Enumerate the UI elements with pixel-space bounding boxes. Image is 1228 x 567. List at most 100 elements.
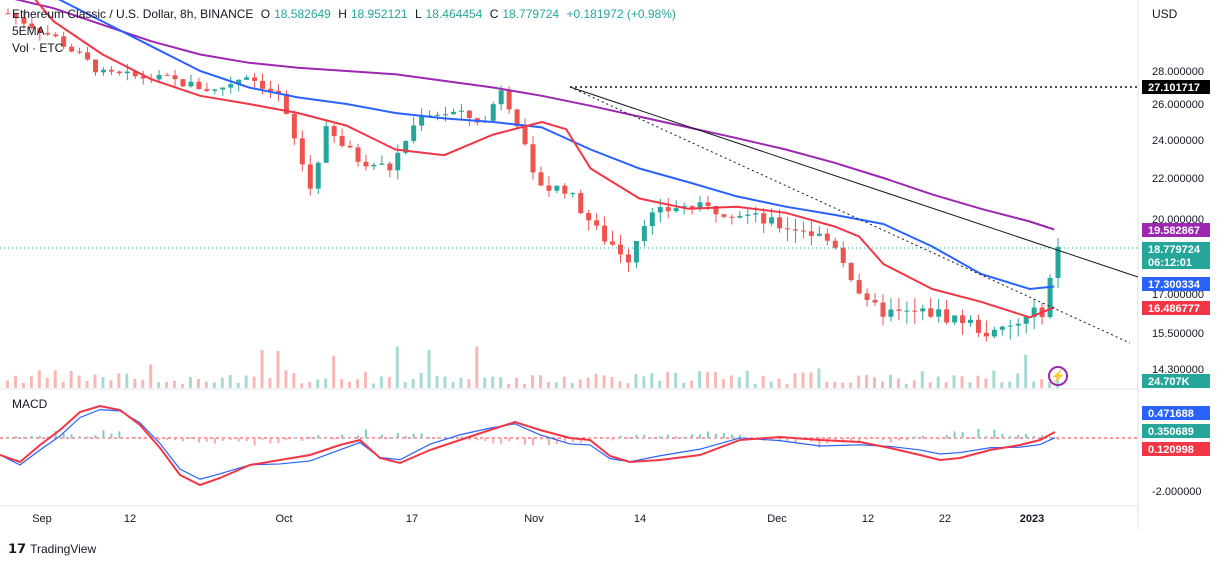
macd-histogram-bar <box>993 429 996 439</box>
candle-body <box>808 231 814 236</box>
macd-histogram-bar <box>46 436 49 439</box>
macd-signal-line <box>0 404 1056 487</box>
volume-bar <box>356 379 359 388</box>
macd-histogram-bar <box>508 438 511 442</box>
candle-body <box>594 220 600 226</box>
time-tick-label: Nov <box>524 513 544 525</box>
macd-histogram-bar <box>961 432 964 439</box>
candle-body <box>124 71 130 74</box>
volume-bar <box>371 383 375 388</box>
macd-histogram-bar <box>953 431 956 439</box>
candle-body <box>37 28 43 33</box>
macd-histogram-bar <box>627 437 630 439</box>
close-label: C <box>489 7 499 21</box>
candle-body <box>228 84 234 88</box>
trendline-solid <box>569 86 1139 278</box>
volume-bar <box>785 383 789 388</box>
price-tag-label: 27.101717 <box>1148 82 1200 94</box>
macd-tag <box>1142 442 1210 456</box>
volume-bar <box>658 380 662 388</box>
macd-histogram-bar <box>468 438 471 441</box>
volume-bar <box>252 376 256 388</box>
macd-histogram-bar <box>174 438 177 441</box>
candle-body <box>275 90 281 94</box>
volume-bar <box>1032 381 1036 388</box>
macd-histogram-bar <box>412 433 415 439</box>
volume-bar <box>324 378 328 388</box>
volume-bar <box>196 379 200 388</box>
volume-legend[interactable]: Vol · ETC <box>12 41 64 55</box>
symbol-legend: Ethereum Classic / U.S. Dollar, 8h, BINA… <box>12 7 680 21</box>
price-tag-label: 19.582867 <box>1148 225 1200 237</box>
macd-histogram-bar <box>134 436 137 439</box>
candle-body <box>411 125 417 142</box>
macd-histogram-bar <box>730 434 733 439</box>
volume-bar <box>570 382 574 388</box>
candle-body <box>1031 307 1037 317</box>
candle-body <box>1015 323 1021 326</box>
volume-bar <box>260 349 264 388</box>
volume-bar <box>849 382 853 388</box>
volume-bar <box>928 382 932 388</box>
volume-bar <box>610 377 614 388</box>
macd-histogram-bar <box>691 434 694 439</box>
candle-body <box>872 299 878 303</box>
ema-lines <box>14 0 1055 319</box>
volume-bar <box>690 380 694 388</box>
volume-bar <box>53 370 57 388</box>
macd-histogram-bar <box>1057 438 1059 441</box>
price-tick-label: 17.000000 <box>1152 289 1204 301</box>
volume-bar <box>721 379 725 388</box>
macd-legend[interactable]: MACD <box>12 397 48 411</box>
candle-body <box>450 111 456 115</box>
volume-bar <box>125 373 129 388</box>
volume-bar <box>896 378 900 388</box>
price-tag-label: 16.486777 <box>1148 303 1200 315</box>
macd-histogram-bar <box>492 438 495 444</box>
macd-histogram-bar <box>858 438 861 443</box>
macd-histogram-bar <box>985 436 988 439</box>
macd-histogram-bar <box>1049 436 1052 439</box>
volume-bar <box>944 382 948 388</box>
price-tick-label: 24.000000 <box>1152 135 1204 147</box>
macd-histogram-bar <box>7 436 9 439</box>
volume-bar <box>236 382 240 388</box>
candle-body <box>554 185 560 191</box>
volume-bar <box>13 375 17 388</box>
macd-histogram-bar <box>285 438 288 441</box>
candle-body <box>387 163 393 171</box>
macd-histogram-bar <box>38 435 41 439</box>
candle-body <box>625 254 631 263</box>
volume-bar <box>777 378 781 388</box>
macd-histogram-bar <box>261 438 264 440</box>
candle-body <box>546 185 552 191</box>
macd-histogram-bar <box>635 434 638 439</box>
candle-body <box>991 329 997 337</box>
macd-histogram-bar <box>452 436 455 439</box>
ema-legend[interactable]: 5EMA <box>12 24 45 38</box>
macd-tag-label: 0.350689 <box>1148 426 1194 438</box>
tradingview-logo[interactable]: 𝟭𝟳 TradingView <box>8 541 96 557</box>
lightning-icon[interactable]: ⚡ <box>1048 366 1068 386</box>
macd-histogram-bar <box>78 436 81 439</box>
candle-body <box>641 226 647 241</box>
candle-body <box>1023 316 1029 324</box>
macd-histogram-bar <box>921 435 924 439</box>
volume-bar <box>395 346 399 388</box>
candle-body <box>514 109 520 127</box>
macd-line <box>0 408 1056 480</box>
symbol-title: Ethereum Classic / U.S. Dollar, 8h, BINA… <box>12 7 254 21</box>
volume-bar <box>904 383 908 388</box>
volume-bar <box>507 383 511 388</box>
macd-histogram-bar <box>460 436 463 439</box>
candle-body <box>633 240 639 263</box>
candle-body <box>753 213 759 215</box>
volume-bar <box>284 370 288 388</box>
currency-label[interactable]: USD <box>1152 7 1178 21</box>
price-tag <box>1142 255 1210 269</box>
candle-body <box>665 207 671 212</box>
macd-histogram-bar <box>913 436 916 439</box>
volume-bar <box>793 373 797 388</box>
